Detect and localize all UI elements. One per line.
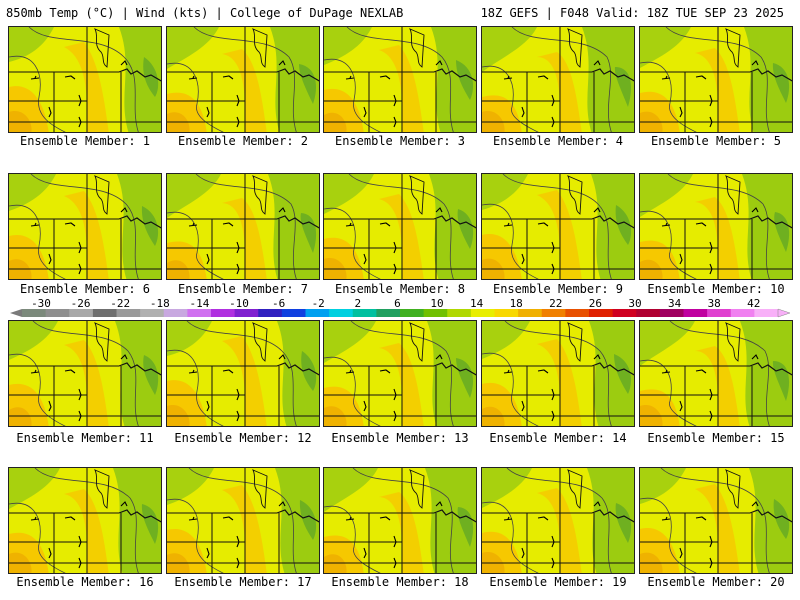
ensemble-member-label: Ensemble Member: 6 bbox=[19, 282, 151, 296]
colorbar-tick-label: 22 bbox=[549, 297, 563, 310]
colorbar-swatch bbox=[69, 309, 94, 317]
colorbar-swatch bbox=[636, 309, 661, 317]
ensemble-map-6 bbox=[8, 173, 162, 280]
ensemble-map-3 bbox=[323, 26, 477, 133]
ensemble-map-1 bbox=[8, 26, 162, 133]
colorbar-swatch bbox=[470, 309, 495, 317]
colorbar-swatch bbox=[116, 309, 141, 317]
ensemble-map-2 bbox=[166, 26, 320, 133]
colorbar-swatch bbox=[140, 309, 165, 317]
colorbar-swatch bbox=[352, 309, 377, 317]
colorbar-tick-label: -2 bbox=[311, 297, 325, 310]
colorbar-high-arrow bbox=[777, 308, 790, 318]
colorbar-tick-label: -18 bbox=[149, 297, 170, 310]
colorbar-tick-label: -10 bbox=[229, 297, 249, 310]
ensemble-member-label: Ensemble Member: 4 bbox=[492, 134, 624, 148]
ensemble-map-11 bbox=[8, 320, 162, 427]
colorbar-tick-label: -6 bbox=[271, 297, 286, 310]
ensemble-map-16 bbox=[8, 467, 162, 574]
colorbar-tick-label: 34 bbox=[667, 297, 682, 310]
colorbar-swatch bbox=[754, 309, 779, 317]
ensemble-member-label: Ensemble Member: 20 bbox=[647, 575, 785, 589]
ensemble-member-label: Ensemble Member: 12 bbox=[174, 431, 312, 445]
ensemble-map-4 bbox=[481, 26, 635, 133]
ensemble-member-label: Ensemble Member: 5 bbox=[650, 134, 782, 148]
ensemble-map-18 bbox=[323, 467, 477, 574]
colorbar-tick-label: 26 bbox=[588, 297, 603, 310]
ensemble-member-label: Ensemble Member: 13 bbox=[331, 431, 469, 445]
ensemble-map-10 bbox=[639, 173, 793, 280]
colorbar-swatch bbox=[22, 309, 47, 317]
colorbar-swatch bbox=[659, 309, 684, 317]
ensemble-map-19 bbox=[481, 467, 635, 574]
colorbar-swatch bbox=[541, 309, 566, 317]
colorbar-swatch bbox=[45, 309, 70, 317]
colorbar-tick-label: -14 bbox=[189, 297, 210, 310]
colorbar-swatch bbox=[258, 309, 283, 317]
temperature-colorbar bbox=[10, 308, 790, 318]
ensemble-map-20 bbox=[639, 467, 793, 574]
colorbar-tick-label: 42 bbox=[747, 297, 761, 310]
ensemble-map-12 bbox=[166, 320, 320, 427]
ensemble-map-7 bbox=[166, 173, 320, 280]
ensemble-map-14 bbox=[481, 320, 635, 427]
ensemble-member-label: Ensemble Member: 19 bbox=[489, 575, 627, 589]
ensemble-member-label: Ensemble Member: 7 bbox=[177, 282, 309, 296]
ensemble-map-15 bbox=[639, 320, 793, 427]
colorbar-swatch bbox=[730, 309, 755, 317]
colorbar-swatch bbox=[565, 309, 590, 317]
colorbar-swatch bbox=[187, 309, 212, 317]
ensemble-member-label: Ensemble Member: 8 bbox=[334, 282, 466, 296]
colorbar-tick-label: 10 bbox=[430, 297, 444, 310]
colorbar-swatch bbox=[211, 309, 236, 317]
colorbar-tick-label: 2 bbox=[354, 297, 362, 310]
ensemble-map-8 bbox=[323, 173, 477, 280]
ensemble-member-label: Ensemble Member: 18 bbox=[331, 575, 469, 589]
colorbar-tick-label: 6 bbox=[394, 297, 401, 310]
colorbar-swatch bbox=[163, 309, 188, 317]
colorbar-swatch bbox=[494, 309, 519, 317]
ensemble-map-9 bbox=[481, 173, 635, 280]
ensemble-member-label: Ensemble Member: 3 bbox=[334, 134, 466, 148]
ensemble-member-label: Ensemble Member: 2 bbox=[177, 134, 309, 148]
colorbar-swatch bbox=[589, 309, 614, 317]
colorbar-tick-label: 14 bbox=[469, 297, 484, 310]
ensemble-member-label: Ensemble Member: 15 bbox=[647, 431, 785, 445]
colorbar-swatch bbox=[400, 309, 425, 317]
colorbar-swatch bbox=[305, 309, 330, 317]
ensemble-member-label: Ensemble Member: 10 bbox=[647, 282, 785, 296]
map-title: 850mb Temp (°C) | Wind (kts) | College o… bbox=[6, 6, 404, 20]
colorbar-tick-label: -26 bbox=[70, 297, 91, 310]
colorbar-swatch bbox=[376, 309, 401, 317]
colorbar-swatch bbox=[447, 309, 472, 317]
colorbar-tick-label: -22 bbox=[110, 297, 131, 310]
ensemble-member-label: Ensemble Member: 14 bbox=[489, 431, 627, 445]
ensemble-member-label: Ensemble Member: 9 bbox=[492, 282, 624, 296]
colorbar-swatch bbox=[518, 309, 543, 317]
colorbar-swatch bbox=[281, 309, 306, 317]
ensemble-member-label: Ensemble Member: 17 bbox=[174, 575, 312, 589]
colorbar-swatch bbox=[612, 309, 637, 317]
ensemble-map-5 bbox=[639, 26, 793, 133]
colorbar-swatch bbox=[423, 309, 448, 317]
colorbar-tick-label: 30 bbox=[628, 297, 642, 310]
colorbar-tick-label: 18 bbox=[509, 297, 523, 310]
ensemble-member-label: Ensemble Member: 1 bbox=[19, 134, 151, 148]
colorbar-swatch bbox=[329, 309, 354, 317]
colorbar-swatch bbox=[707, 309, 732, 317]
ensemble-member-label: Ensemble Member: 11 bbox=[16, 431, 154, 445]
ensemble-map-13 bbox=[323, 320, 477, 427]
colorbar-swatch bbox=[92, 309, 117, 317]
ensemble-map-17 bbox=[166, 467, 320, 574]
colorbar-swatch bbox=[683, 309, 708, 317]
run-valid-time: 18Z GEFS | F048 Valid: 18Z TUE SEP 23 20… bbox=[480, 6, 784, 20]
colorbar-tick-label: -30 bbox=[31, 297, 51, 310]
colorbar-swatch bbox=[234, 309, 259, 317]
colorbar-low-arrow bbox=[10, 309, 22, 317]
colorbar-tick-label: 38 bbox=[707, 297, 721, 310]
ensemble-member-label: Ensemble Member: 16 bbox=[16, 575, 154, 589]
